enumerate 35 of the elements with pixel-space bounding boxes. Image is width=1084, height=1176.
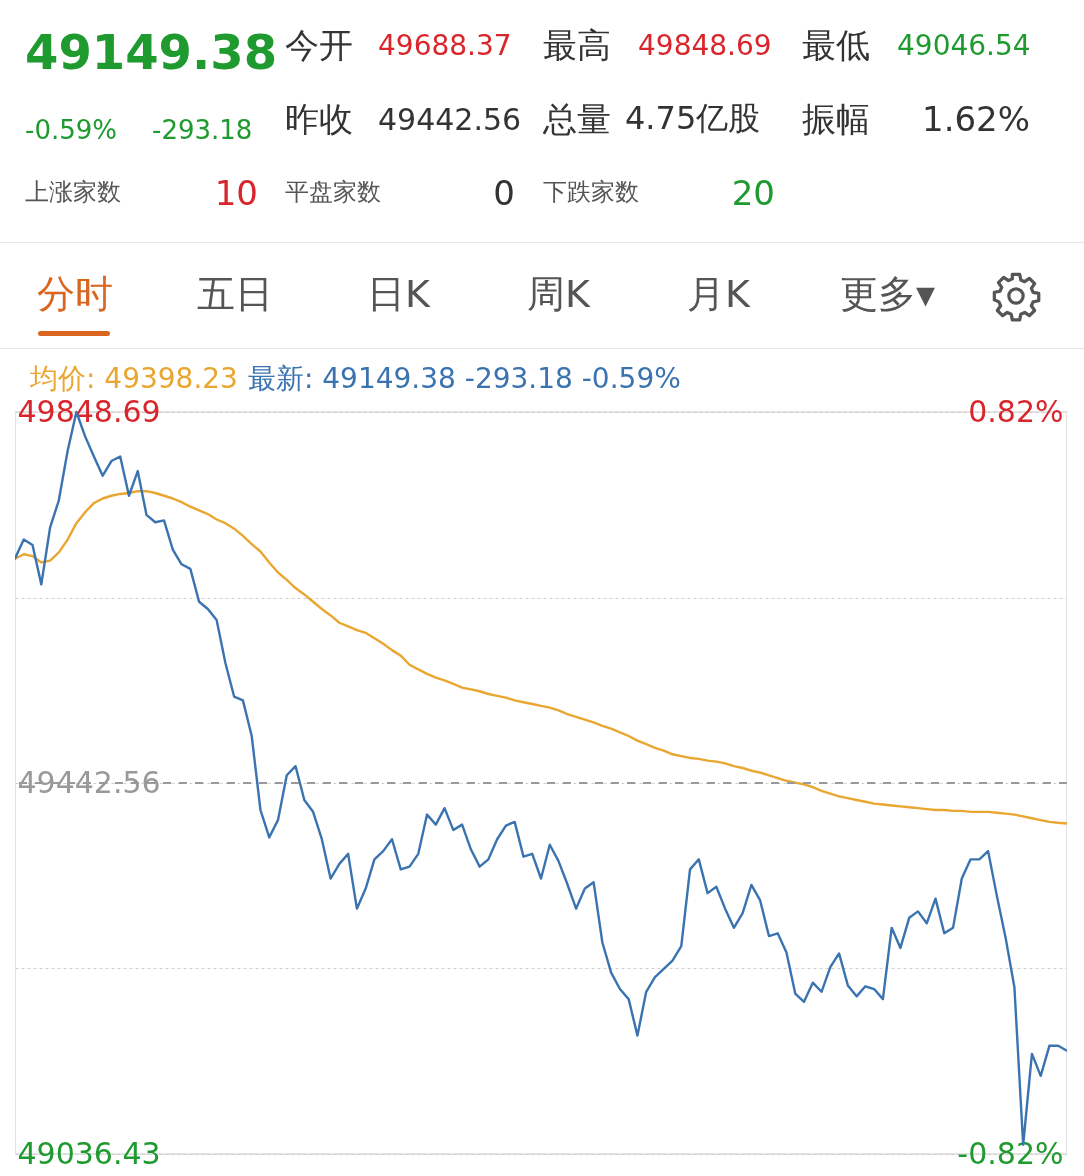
- text: 均价: 49398.23: [30, 362, 238, 395]
- y2-tick-label: -0.82%: [957, 1135, 1064, 1171]
- text: 49848.69: [638, 29, 772, 62]
- text: 周K: [527, 272, 590, 316]
- text: 0: [493, 173, 515, 213]
- text: 49046.54: [897, 29, 1031, 62]
- text: 最新: 49149.38 -293.18 -0.59%: [247, 362, 681, 395]
- text: 平盘家数: [285, 178, 381, 206]
- text: -0.59%: [25, 115, 117, 145]
- text: 10: [214, 173, 258, 213]
- text: 五日: [197, 272, 273, 316]
- text: 振幅: [802, 99, 870, 139]
- text: 最低: [802, 25, 870, 65]
- text: 日K: [367, 272, 430, 316]
- text: 20: [731, 173, 775, 213]
- y-tick-label: 49442.56: [17, 764, 161, 800]
- y-tick-label: 49848.69: [17, 393, 161, 429]
- text: 分时: [37, 272, 113, 316]
- text: 今开: [285, 25, 353, 65]
- text: 上涨家数: [25, 178, 121, 206]
- text: 49442.56: [378, 102, 522, 137]
- text: 更多▾: [840, 272, 936, 316]
- text: 昨收: [285, 99, 353, 139]
- text: 49149.38: [25, 24, 278, 80]
- text: 总量: [543, 99, 611, 139]
- line-series: [15, 489, 1067, 825]
- text: 最高: [543, 25, 611, 65]
- y-tick-label: 49036.43: [17, 1135, 161, 1171]
- text: -293.18: [152, 115, 253, 145]
- text: 下跌家数: [543, 178, 639, 206]
- text: 49688.37: [378, 29, 512, 62]
- text: 1.62%: [922, 99, 1031, 139]
- y2-tick-label: 0.82%: [968, 393, 1064, 429]
- text: 4.75亿股: [625, 99, 761, 137]
- text: 月K: [687, 272, 750, 316]
